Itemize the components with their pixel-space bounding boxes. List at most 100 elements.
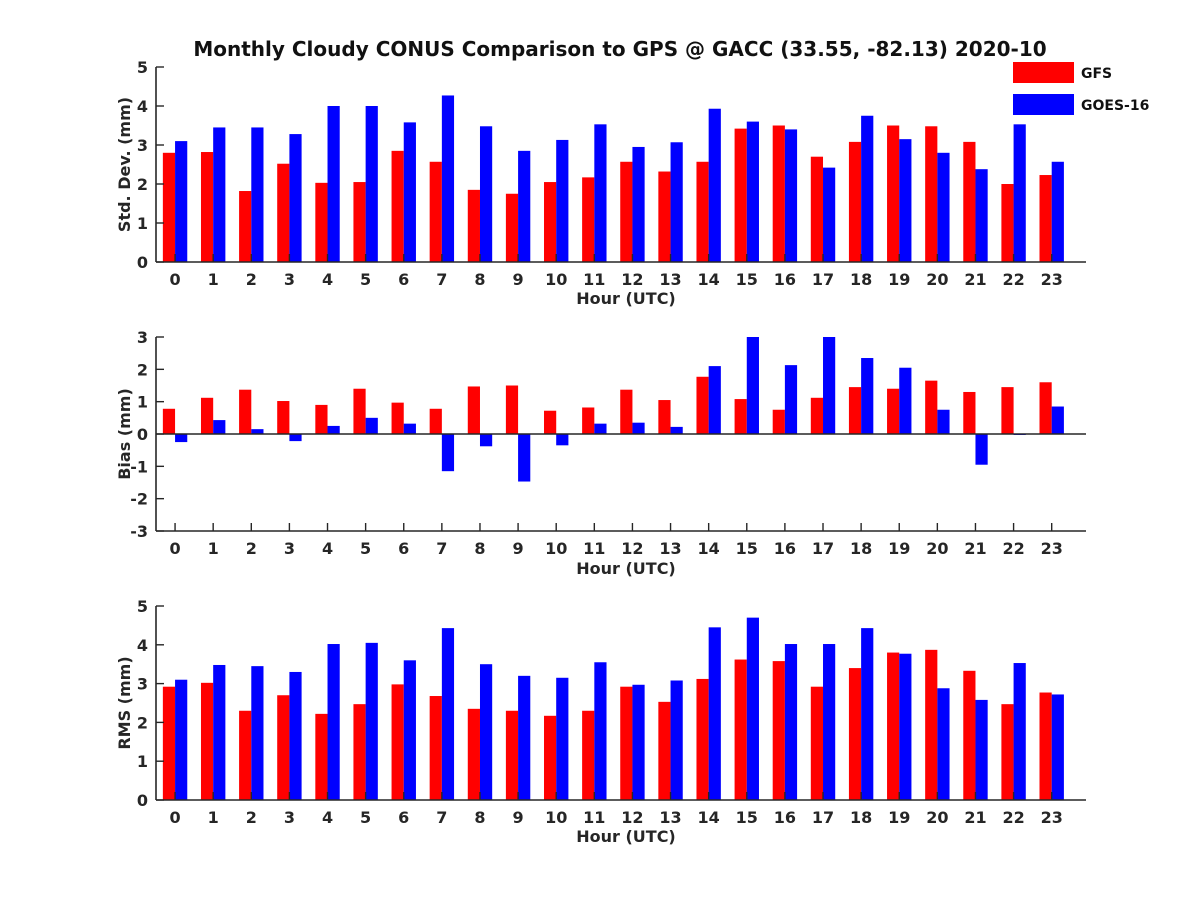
std-dev-bar-gfs-21	[963, 141, 976, 262]
chart-title: Monthly Cloudy CONUS Comparison to GPS @…	[193, 37, 1046, 61]
bias-bar-gfs-14	[696, 376, 709, 434]
bias-bar-gfs-20	[925, 380, 938, 434]
bias-y-tick-label: 0	[137, 425, 148, 444]
std-dev-bar-goes16-15	[746, 121, 759, 262]
rms-bar-goes16-20	[937, 688, 950, 800]
legend: GFS GOES-16	[1013, 62, 1149, 115]
std-dev-x-tick-label: 19	[888, 270, 910, 289]
bias-bar-gfs-1	[200, 397, 214, 434]
std-dev-x-tick-label: 15	[736, 270, 758, 289]
bias-x-axis-label: Hour (UTC)	[576, 559, 676, 578]
std-dev-bar-goes16-8	[479, 126, 493, 262]
bias-x-tick-label: 10	[545, 539, 567, 558]
bias-bar-goes16-13	[670, 426, 683, 434]
rms-y-tick-label: 1	[137, 752, 148, 771]
bias-y-tick-label: -3	[130, 522, 148, 541]
rms-bar-gfs-1	[200, 682, 214, 800]
rms-bar-gfs-6	[391, 684, 404, 800]
std-dev-x-tick-label: 2	[246, 270, 257, 289]
bias-bar-goes16-2	[251, 429, 264, 434]
bias-x-tick-label: 14	[698, 539, 720, 558]
std-dev-y-tick-label: 3	[137, 136, 148, 155]
rms-x-tick-label: 20	[926, 808, 948, 827]
rms-bar-gfs-15	[734, 659, 747, 800]
std-dev-bar-gfs-23	[1039, 175, 1052, 262]
std-dev-bar-gfs-17	[810, 156, 824, 262]
std-dev-bar-gfs-8	[467, 189, 480, 262]
bias-bar-goes16-8	[479, 434, 493, 447]
std-dev-bar-goes16-5	[365, 106, 378, 262]
bias-x-tick-label: 20	[926, 539, 948, 558]
std-dev-bar-goes16-20	[937, 152, 950, 262]
rms-x-tick-label: 2	[246, 808, 257, 827]
bias-bar-goes16-15	[746, 337, 759, 434]
rms-x-tick-label: 8	[474, 808, 485, 827]
bias-x-tick-label: 21	[964, 539, 986, 558]
std-dev-x-tick-label: 20	[926, 270, 948, 289]
bias-bar-goes16-17	[823, 337, 836, 434]
rms-bar-gfs-7	[429, 696, 442, 800]
legend-label-goes16: GOES-16	[1081, 98, 1149, 114]
rms-bar-gfs-16	[772, 661, 785, 800]
rms-bar-goes16-2	[251, 666, 264, 800]
std-dev-bar-goes16-11	[594, 124, 607, 262]
std-dev-bar-gfs-10	[544, 182, 557, 262]
std-dev-y-tick-label: 2	[137, 175, 148, 194]
std-dev-x-tick-label: 23	[1041, 270, 1063, 289]
rms-x-tick-label: 15	[736, 808, 758, 827]
std-dev-bar-goes16-7	[441, 95, 455, 262]
rms-bar-goes16-6	[403, 660, 416, 800]
bias-bar-gfs-15	[734, 399, 747, 434]
rms-x-tick-label: 9	[513, 808, 524, 827]
std-dev-bar-goes16-21	[975, 169, 988, 262]
rms-bar-goes16-23	[1051, 694, 1064, 800]
std-dev-bar-gfs-12	[620, 161, 633, 262]
std-dev-x-tick-label: 0	[169, 270, 180, 289]
bias-bar-gfs-22	[1001, 387, 1014, 434]
rms-bar-gfs-3	[277, 695, 290, 800]
bias-x-tick-label: 15	[736, 539, 758, 558]
rms-x-tick-label: 16	[774, 808, 796, 827]
legend-swatch-goes16	[1013, 94, 1074, 115]
bias-bar-goes16-1	[213, 420, 226, 434]
std-dev-x-tick-label: 3	[284, 270, 295, 289]
rms-x-tick-label: 19	[888, 808, 910, 827]
rms-bar-gfs-0	[162, 686, 176, 800]
bias-y-axis-label: Bias (mm)	[115, 388, 134, 480]
bias-x-tick-label: 19	[888, 539, 910, 558]
bias-bar-gfs-8	[467, 386, 480, 434]
std-dev-y-axis-label: Std. Dev. (mm)	[115, 97, 134, 232]
bias-bar-goes16-11	[594, 423, 607, 434]
rms-bar-gfs-9	[505, 710, 519, 800]
bias-bar-goes16-14	[708, 366, 721, 434]
std-dev-bar-gfs-3	[277, 163, 290, 262]
std-dev-bar-gfs-11	[582, 177, 595, 262]
std-dev-y-tick-label: 1	[137, 214, 148, 233]
rms-x-tick-label: 10	[545, 808, 567, 827]
rms-bar-gfs-4	[315, 713, 328, 800]
std-dev-x-tick-label: 21	[964, 270, 986, 289]
bias-bar-gfs-2	[239, 389, 252, 434]
std-dev-x-tick-label: 18	[850, 270, 872, 289]
bias-y-tick-label: 1	[137, 393, 148, 412]
rms-bar-gfs-5	[353, 704, 366, 800]
bias-y-tick-label: -1	[130, 457, 148, 476]
std-dev-bar-gfs-6	[391, 150, 404, 262]
bias-bar-gfs-19	[887, 388, 900, 434]
bias-x-tick-label: 7	[436, 539, 447, 558]
std-dev-x-tick-label: 16	[774, 270, 796, 289]
std-dev-bar-goes16-16	[784, 129, 798, 262]
rms-x-tick-label: 18	[850, 808, 872, 827]
bias-x-tick-label: 1	[208, 539, 219, 558]
std-dev-x-tick-label: 4	[322, 270, 333, 289]
rms-x-tick-label: 11	[583, 808, 605, 827]
rms-bar-goes16-0	[175, 679, 188, 800]
std-dev-bar-goes16-2	[251, 127, 264, 262]
std-dev-x-axis-label: Hour (UTC)	[576, 289, 676, 308]
std-dev-x-tick-label: 10	[545, 270, 567, 289]
bias-bar-gfs-21	[963, 391, 976, 434]
rms-bar-gfs-10	[544, 715, 557, 800]
